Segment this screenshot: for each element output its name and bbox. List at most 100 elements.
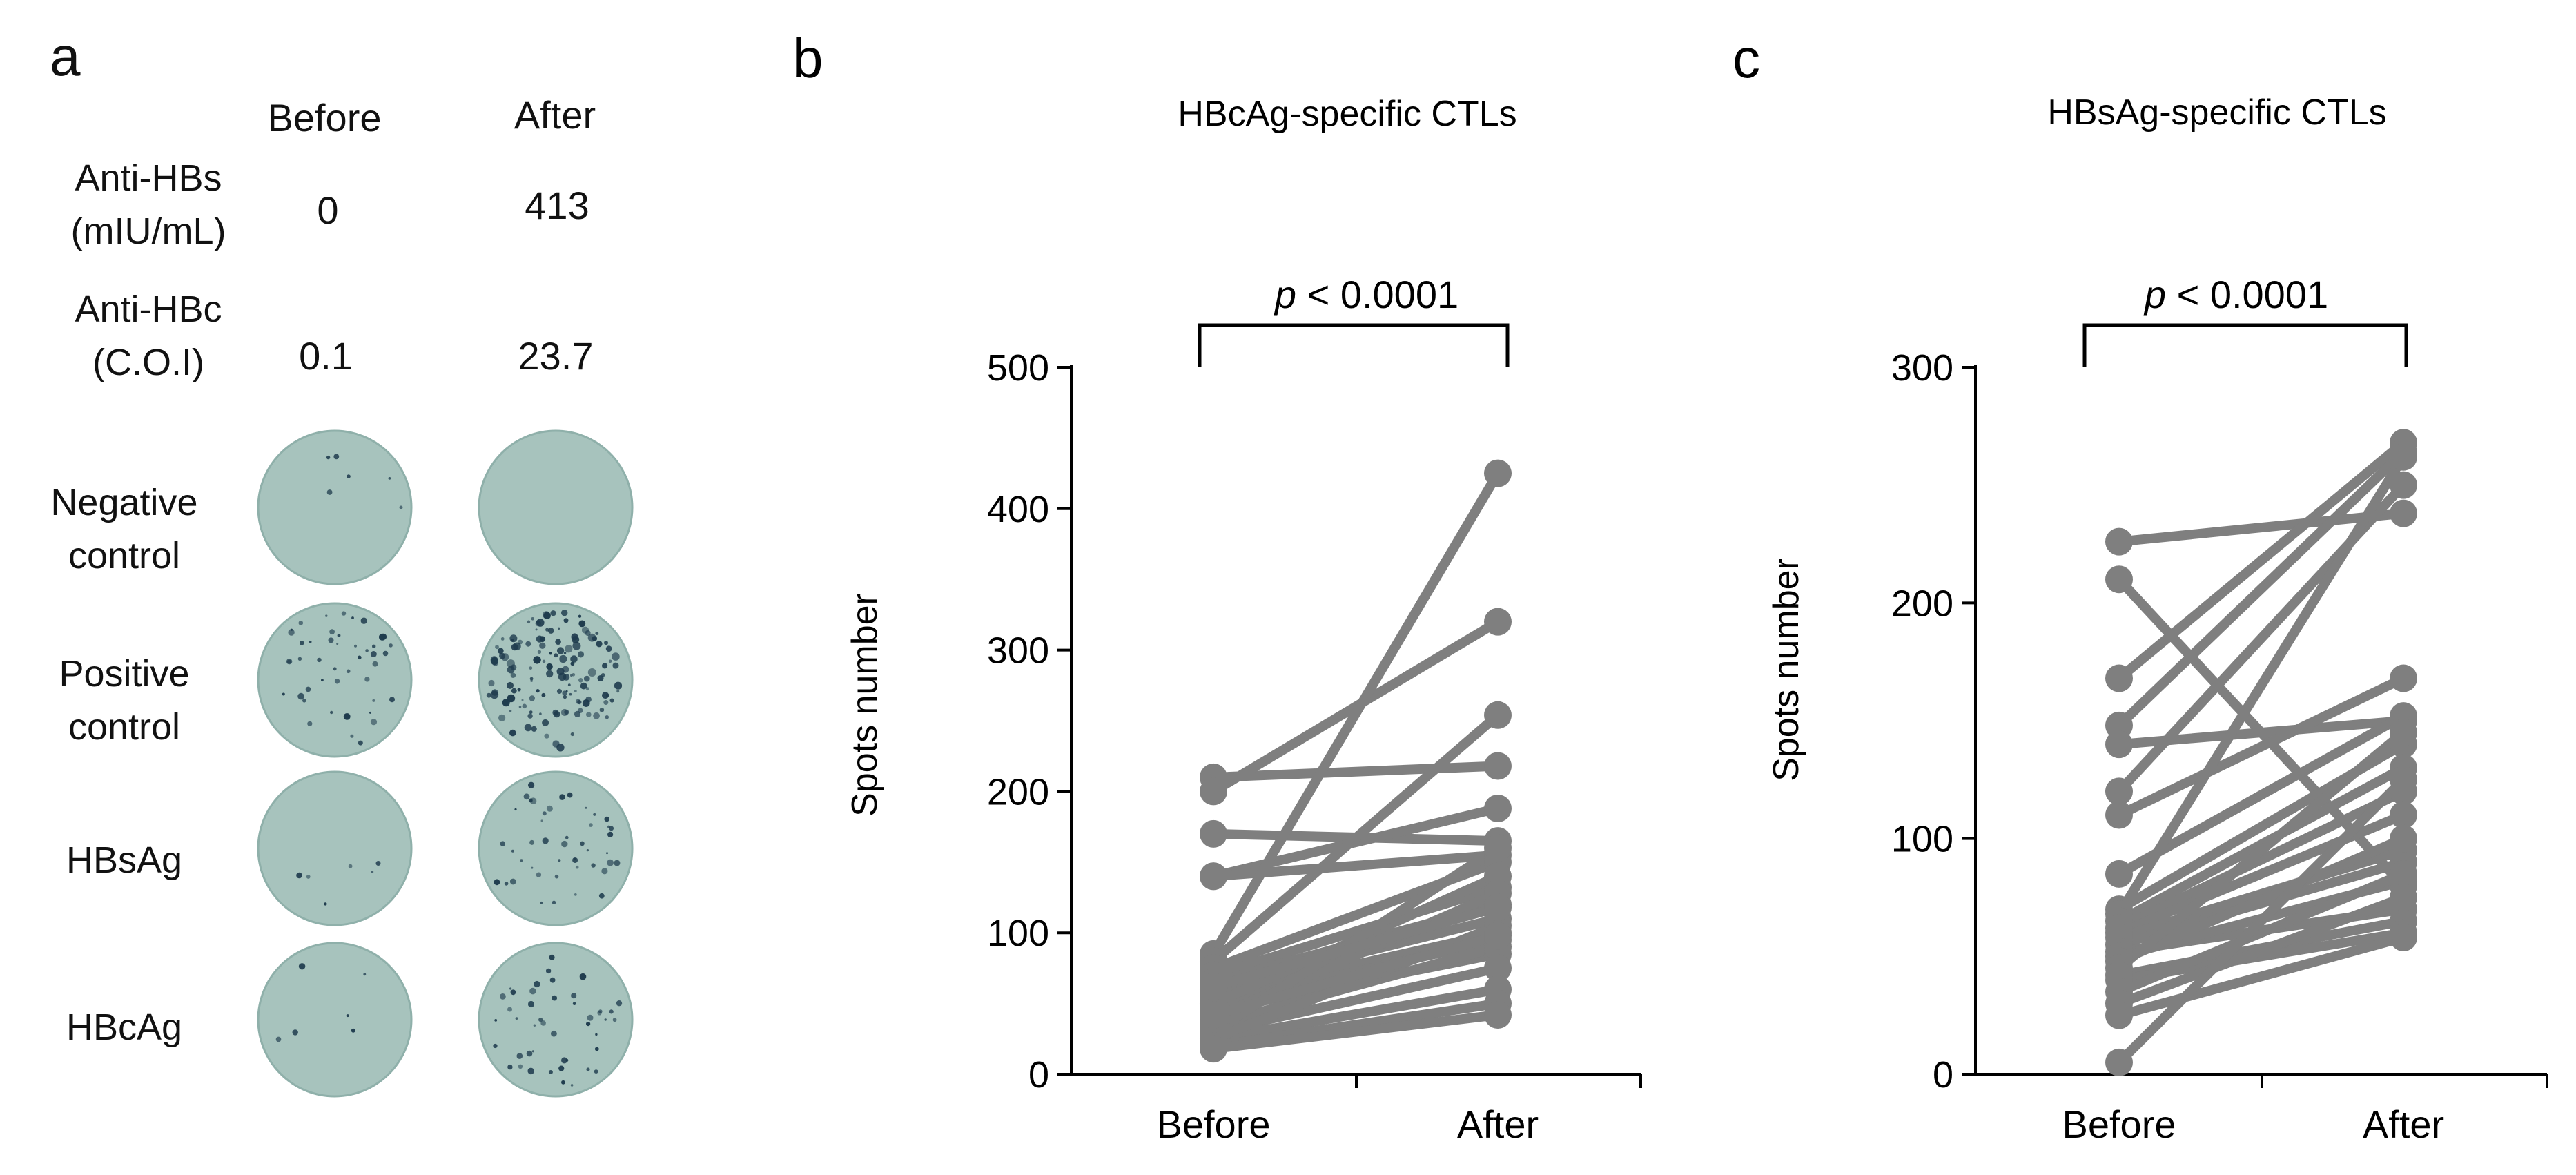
well-spot: [616, 690, 620, 693]
well-spot: [502, 699, 510, 707]
point-after: [1484, 752, 1512, 780]
well-spot: [498, 714, 506, 721]
well-spot: [607, 859, 614, 866]
well-spot: [358, 655, 362, 660]
well-spot: [604, 641, 608, 645]
well-spot: [511, 688, 517, 694]
paired-lines: [2114, 438, 2408, 1067]
well-spot: [542, 659, 546, 663]
well-spot: [531, 1050, 534, 1053]
point-before: [2105, 801, 2133, 829]
well-spot: [612, 652, 620, 661]
well-image-hbsag-after: [478, 770, 634, 926]
well-spot: [296, 872, 302, 879]
well-label-positive-control: Positive control: [7, 648, 242, 753]
anti-hbc-after-value: 23.7: [518, 334, 594, 378]
well-spot: [581, 626, 589, 634]
well-spot: [297, 692, 304, 700]
well-spot: [614, 860, 621, 866]
row-label-anti-hbc: Anti-HBc (C.O.I): [31, 283, 266, 389]
well-spot: [545, 968, 552, 974]
well-spot: [574, 893, 577, 896]
well-spot: [579, 973, 587, 980]
well-spot: [372, 661, 378, 667]
well-spot: [599, 708, 605, 712]
well-spot: [577, 700, 582, 705]
well-spot: [586, 712, 592, 717]
well-spot: [536, 689, 540, 693]
well-spot: [494, 879, 500, 886]
well-spot: [522, 703, 527, 709]
well-spot: [520, 859, 523, 862]
well-spot: [598, 893, 605, 899]
well-spot: [556, 688, 563, 694]
well-image-negative-after: [478, 429, 634, 585]
well-spot: [601, 868, 608, 875]
well-spot: [500, 637, 505, 641]
well-spot: [604, 816, 609, 822]
well-spot: [586, 687, 589, 691]
well-label-hbsag: HBsAg: [7, 834, 242, 887]
well-spot: [388, 477, 391, 480]
well-spot: [389, 643, 393, 648]
well-spot: [309, 641, 312, 643]
well-label-line: Negative: [50, 482, 198, 523]
well-spot: [525, 641, 531, 647]
well-spot: [517, 688, 521, 692]
well-spot: [328, 637, 334, 643]
well-spot: [602, 663, 608, 669]
point-after: [1484, 893, 1512, 922]
point-after: [2390, 499, 2417, 527]
anti-hbs-before-value: 0: [317, 188, 339, 232]
well-spot: [616, 1000, 623, 1007]
well-spot: [565, 645, 573, 653]
well-spot: [571, 993, 577, 999]
well-rim: [257, 770, 413, 926]
y-tick-label: 300: [1891, 347, 1953, 389]
well-spot: [546, 805, 553, 812]
point-after: [2390, 766, 2417, 794]
well-spot: [539, 642, 546, 649]
well-spot: [504, 882, 509, 886]
well-rim: [257, 429, 413, 585]
well-spot: [518, 706, 522, 708]
well-spot: [529, 839, 535, 845]
well-spot: [317, 657, 322, 663]
well-spot: [534, 980, 540, 988]
well-spot: [536, 872, 542, 877]
p-value-text: < 0.0001: [2166, 273, 2328, 316]
point-after: [2390, 884, 2417, 911]
well-label-line: HBsAg: [66, 839, 183, 881]
point-after: [1484, 701, 1512, 729]
well-spot: [551, 1030, 557, 1037]
well-spot: [336, 643, 339, 645]
point-before: [2105, 860, 2133, 888]
well-spot: [538, 1018, 543, 1022]
well-spot: [334, 679, 340, 684]
paired-line: [1209, 468, 1503, 959]
y-tick-label: 400: [987, 489, 1049, 530]
point-before: [2105, 565, 2133, 594]
well-rim: [257, 942, 413, 1098]
well-spot: [351, 1028, 355, 1033]
well-image-hbcag-after: [478, 942, 634, 1098]
well-spot: [300, 641, 304, 645]
panel-letter-a: a: [50, 26, 81, 87]
well-spot: [511, 639, 514, 642]
significance-bracket: [1198, 323, 1510, 367]
well-spot: [612, 1018, 617, 1022]
well-spot: [608, 659, 612, 663]
well-spot: [587, 1014, 594, 1021]
point-after: [2390, 801, 2417, 829]
well-spot: [537, 650, 542, 654]
well-spot: [358, 740, 363, 746]
well-spot: [536, 620, 540, 624]
x-tick-label-after: After: [2363, 1103, 2444, 1146]
well-spot: [597, 675, 604, 681]
point-before: [2105, 730, 2133, 759]
panel-letter-c: c: [1733, 28, 1760, 89]
row-label-line: Anti-HBc: [75, 289, 222, 330]
x-tick-label-after: After: [1457, 1103, 1539, 1146]
well-spot: [589, 823, 593, 827]
row-label-line: (mIU/mL): [70, 210, 226, 252]
